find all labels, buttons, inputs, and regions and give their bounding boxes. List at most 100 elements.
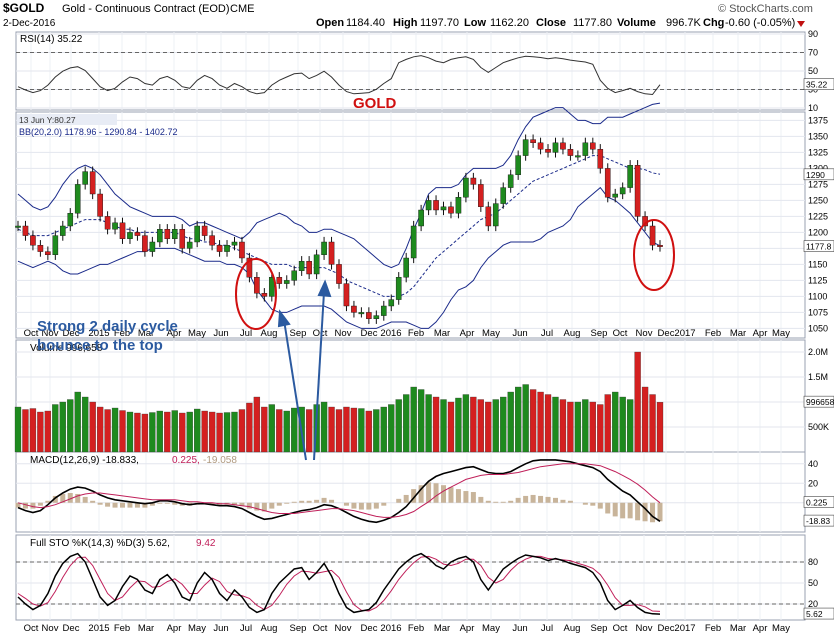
macd-hist-bar	[545, 496, 551, 503]
volume-bar	[22, 409, 29, 453]
macd-hist-bar	[127, 502, 133, 508]
macd-current-label: -18.83	[806, 516, 830, 526]
volume-bar	[522, 384, 529, 453]
volume-bar	[492, 399, 499, 453]
x-tick-label: Jun	[213, 623, 228, 634]
volume-bar	[179, 412, 186, 453]
price-candle	[239, 241, 245, 259]
tooltip-box	[17, 114, 117, 125]
x-tick-label: Nov	[42, 623, 59, 634]
price-candle	[343, 283, 350, 307]
sto-tick-label: 20	[808, 599, 818, 609]
x-tick-label: Oct	[24, 328, 39, 339]
volume-current-label: 996658	[806, 397, 834, 407]
volume-bar	[358, 408, 365, 453]
volume-bar	[515, 386, 522, 453]
price-tick-label: 1075	[808, 307, 828, 317]
price-candle	[440, 206, 447, 211]
x-tick-label: 2016	[380, 623, 401, 634]
macd-hist-bar	[284, 502, 290, 504]
volume-bar	[119, 410, 126, 453]
volume-bar	[365, 410, 373, 453]
price-candle	[30, 235, 36, 246]
volume-bar	[470, 396, 477, 453]
volume-bar	[559, 399, 567, 453]
volume-bar	[589, 401, 596, 453]
price-candle	[104, 216, 111, 230]
volume-bar	[238, 409, 246, 453]
rsi-tick-label: 50	[808, 66, 818, 76]
x-tick-label: Oct	[613, 623, 628, 634]
volume-current-label-box	[803, 395, 834, 408]
volume-bar	[111, 407, 119, 453]
macd-hist-bar	[269, 502, 275, 509]
price-current-label-box	[803, 240, 834, 252]
macd-hist-bar	[403, 494, 409, 503]
macd-hist-bar	[15, 502, 21, 508]
price-tick-label: 1300	[808, 163, 828, 173]
volume-bar	[447, 401, 455, 453]
sto-panel	[15, 534, 806, 621]
macd-hist-bar	[321, 497, 327, 503]
volume-bar	[462, 394, 470, 453]
red-circle-annotation	[235, 258, 277, 330]
x-tick-label: Apr	[460, 623, 475, 634]
macd-signal-legend: 0.225,	[172, 455, 200, 466]
macd-hist-bar	[373, 502, 379, 509]
x-tick-label: May	[772, 623, 790, 634]
x-tick-label: Aug	[564, 328, 581, 339]
price-candle	[604, 168, 611, 198]
price-candle	[545, 148, 551, 153]
price-tick-label: 1125	[808, 275, 827, 285]
macd-hist-bar	[650, 502, 656, 523]
volume-bar	[44, 410, 52, 453]
macd-hist-bar	[657, 502, 663, 522]
volume-bar	[14, 406, 22, 453]
macd-panel	[15, 451, 806, 533]
volume-bar	[417, 389, 425, 453]
macd-hist-bar	[239, 502, 245, 506]
price-candle	[134, 232, 141, 236]
x-tick-label: Jun	[512, 328, 527, 339]
x-tick-label: Nov	[42, 328, 59, 339]
x-tick-label: Apr	[167, 623, 182, 634]
volume-bar	[477, 399, 484, 453]
price-candle	[455, 196, 462, 214]
chart-layers: 103050709035.221050107511001125115011751…	[14, 29, 834, 634]
x-tick-label: Mar	[434, 328, 450, 339]
macd-hist-bar	[418, 485, 424, 503]
price-candle	[82, 171, 88, 185]
x-tick-label: Feb	[114, 328, 130, 339]
price-candle	[522, 139, 529, 156]
gold-annotation: GOLD	[353, 95, 396, 112]
volume-bar	[261, 406, 268, 453]
x-tick-label: Mar	[138, 623, 154, 634]
x-tick-label: May	[482, 623, 500, 634]
volume-bar	[126, 411, 134, 453]
price-candle	[410, 225, 417, 259]
price-candle	[157, 228, 163, 243]
price-candle	[597, 148, 604, 169]
price-candle	[328, 241, 335, 265]
chg-label: Chg	[703, 17, 724, 29]
macd-hist-bar	[441, 485, 447, 503]
price-candle	[552, 142, 559, 153]
macd-hist-bar	[254, 502, 260, 511]
x-tick-label: Mar	[138, 328, 154, 339]
price-candle	[194, 225, 200, 243]
cycle-note-line2: bounce to the top	[37, 337, 163, 354]
rsi-legend: RSI(14) 35.22	[20, 34, 83, 45]
price-candle	[470, 177, 477, 185]
price-candle	[224, 244, 230, 252]
x-tick-label: Aug	[261, 328, 278, 339]
volume-bar	[604, 394, 611, 453]
volume-bar	[67, 399, 74, 453]
macd-hist-bar	[105, 502, 111, 507]
x-tick-label: Jul	[240, 328, 252, 339]
volume-bar	[634, 351, 641, 453]
high-label: High	[393, 17, 418, 29]
red-circle-annotation	[633, 219, 675, 291]
volume-bar	[291, 407, 298, 453]
price-candle	[351, 305, 357, 313]
